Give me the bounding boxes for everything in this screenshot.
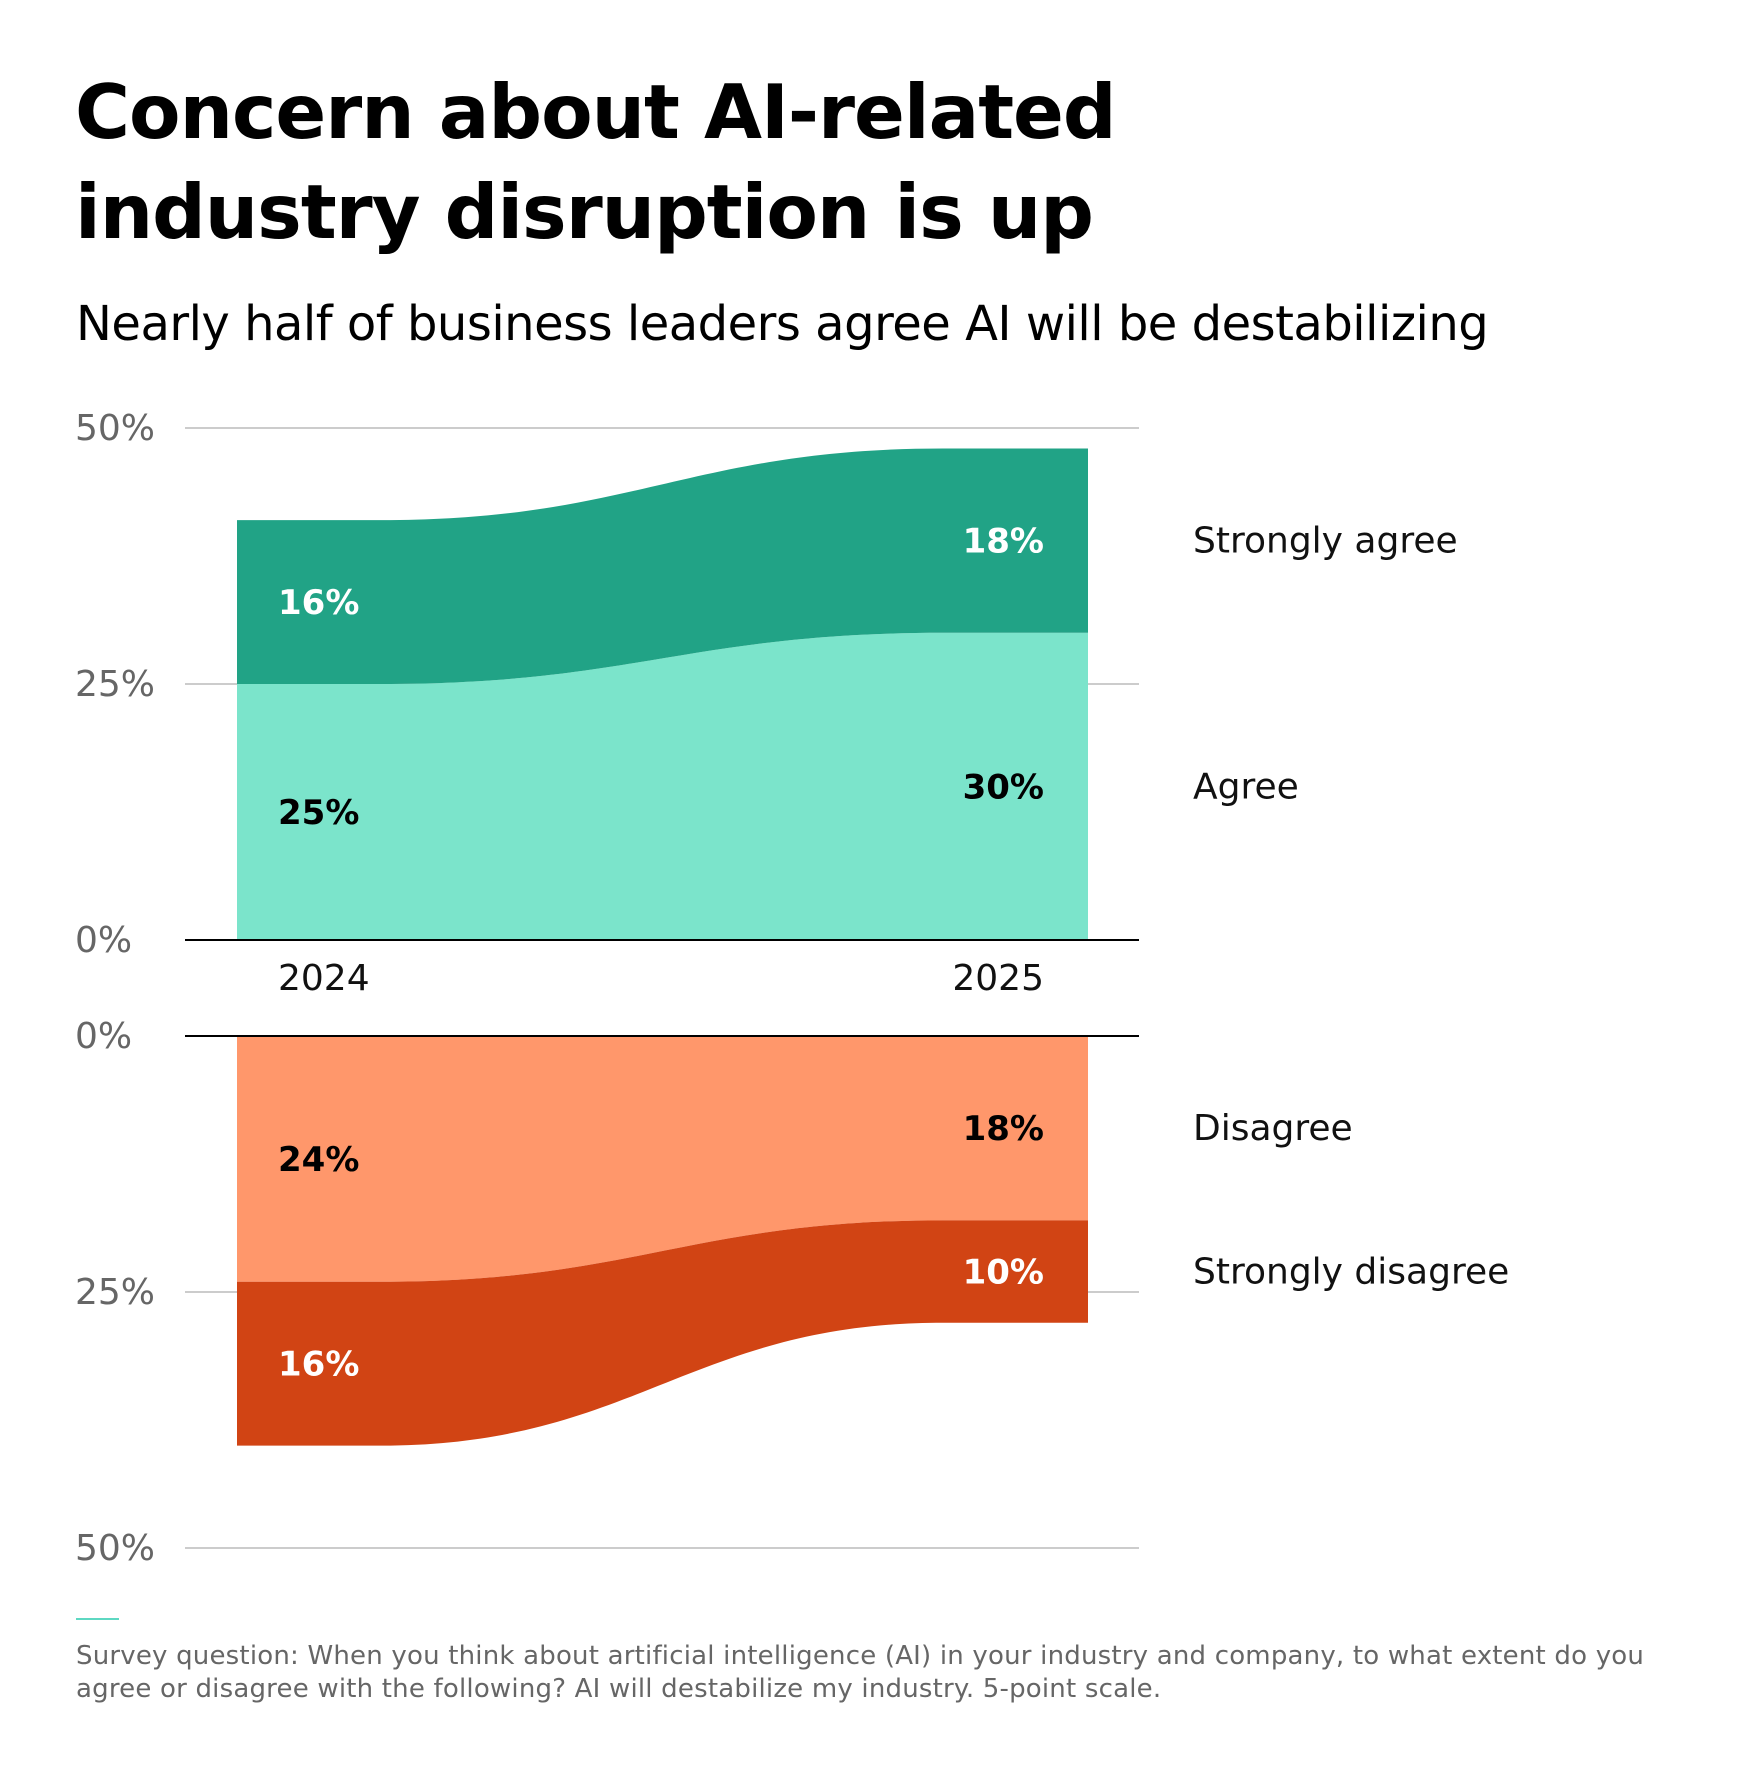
data-labels: 25% 30% 16% 18% 24% 18% 16% 10% bbox=[278, 522, 1044, 1385]
x-tick-label-2025: 2025 bbox=[952, 958, 1044, 999]
chart-title: Concern about AI-related industry disrup… bbox=[75, 68, 1117, 256]
area-strongly-disagree bbox=[237, 1220, 1088, 1446]
y-tick-label: 50% bbox=[75, 1528, 155, 1569]
area-series bbox=[237, 448, 1088, 1446]
data-label-agree-2024: 25% bbox=[278, 793, 359, 833]
x-tick-label-2024: 2024 bbox=[278, 958, 370, 999]
data-label-agree-2025: 30% bbox=[963, 767, 1044, 807]
data-label-disagree-2025: 18% bbox=[963, 1109, 1044, 1149]
y-tick-label: 25% bbox=[75, 1272, 155, 1313]
data-label-strongly-agree-2025: 18% bbox=[963, 522, 1044, 562]
axes: 0% 25% 50% 0% 25% 50% 2024 2025 bbox=[75, 408, 1139, 1569]
survey-note: Survey question: When you think about ar… bbox=[76, 1641, 1645, 1704]
area-strongly-agree bbox=[237, 448, 1088, 684]
legend-strongly-agree: Strongly agree bbox=[1193, 521, 1458, 562]
y-tick-label: 50% bbox=[75, 408, 155, 449]
y-tick-label: 0% bbox=[75, 920, 132, 961]
legend: Agree Strongly agree Disagree Strongly disa… bbox=[1193, 521, 1509, 1293]
data-label-disagree-2024: 24% bbox=[278, 1140, 359, 1180]
area-disagree bbox=[237, 1036, 1088, 1282]
legend-strongly-disagree: Strongly disagree bbox=[1193, 1252, 1509, 1293]
y-tick-label: 25% bbox=[75, 664, 155, 705]
footnote-divider bbox=[76, 1618, 119, 1620]
legend-agree: Agree bbox=[1193, 766, 1299, 807]
legend-disagree: Disagree bbox=[1193, 1108, 1353, 1149]
stream-chart: 0% 25% 50% 0% 25% 50% 2024 2025 25% 30% 16% 18% 24%… bbox=[75, 408, 1509, 1569]
data-label-strongly-disagree-2024: 16% bbox=[278, 1345, 359, 1385]
chart-subtitle: Nearly half of business leaders agree AI… bbox=[76, 296, 1489, 352]
data-label-strongly-agree-2024: 16% bbox=[278, 583, 359, 623]
data-label-strongly-disagree-2025: 10% bbox=[963, 1253, 1044, 1293]
y-tick-label: 0% bbox=[75, 1016, 132, 1057]
area-agree bbox=[237, 632, 1088, 940]
